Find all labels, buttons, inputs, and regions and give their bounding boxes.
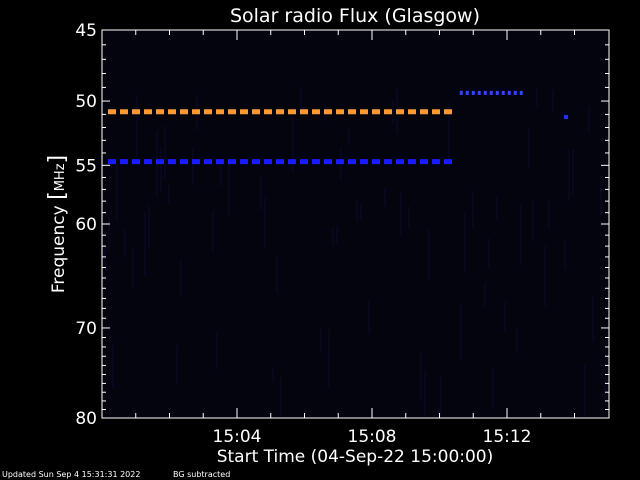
band-dash <box>288 159 296 165</box>
band-dash <box>288 109 296 115</box>
band-dash <box>336 109 344 115</box>
band-dash <box>408 159 416 165</box>
band-dot <box>501 90 505 95</box>
y-axis-label-bracket-close: ] <box>45 155 70 164</box>
plot-background <box>102 30 609 418</box>
band-dash <box>360 109 368 115</box>
y-axis-ticks: 45 50 55 60 70 80 <box>75 21 609 429</box>
band-dash <box>240 109 248 115</box>
band-dash <box>252 159 260 165</box>
band-dash <box>156 159 164 165</box>
x-tick-label: 15:04 <box>213 427 262 447</box>
y-axis-label-main: Frequency <box>49 200 69 293</box>
band-dash <box>180 159 188 165</box>
x-tick-label: 15:08 <box>348 427 397 447</box>
band-dash <box>324 159 332 165</box>
band-dash <box>408 109 416 115</box>
band-dash <box>444 109 452 115</box>
band-dash <box>372 159 380 165</box>
signal-spot <box>564 115 569 120</box>
band-dot <box>459 90 463 95</box>
y-tick-label: 45 <box>75 21 97 41</box>
band-dot <box>519 90 523 95</box>
band-dash <box>420 109 428 115</box>
y-tick-label: 60 <box>75 215 97 235</box>
band-dash <box>312 109 320 115</box>
band-dash <box>168 159 176 165</box>
band-dash <box>360 159 368 165</box>
band-dash <box>120 109 128 115</box>
band-dash <box>312 159 320 165</box>
band-dot <box>471 90 475 95</box>
band-dash <box>348 159 356 165</box>
band-dash <box>384 159 392 165</box>
footer-updated: Updated Sun Sep 4 15:31:31 2022 <box>2 470 141 479</box>
chart-title: Solar radio Flux (Glasgow) <box>230 5 480 27</box>
band-dash <box>348 109 356 115</box>
y-tick-label: 50 <box>75 92 97 112</box>
band-dash <box>444 159 452 165</box>
band-dash <box>144 159 152 165</box>
band-dash <box>264 109 272 115</box>
band-dash <box>336 159 344 165</box>
band-dash <box>168 109 176 115</box>
band-dash <box>432 159 440 165</box>
band-dash <box>120 159 128 165</box>
band-dash <box>384 109 392 115</box>
band-dot <box>507 90 511 95</box>
band-dash <box>300 109 308 115</box>
spectrogram-features <box>108 90 569 165</box>
band-dash <box>252 109 260 115</box>
y-axis-label-unit: MHz <box>53 163 68 191</box>
band-dash <box>276 159 284 165</box>
y-tick-label: 80 <box>75 409 97 429</box>
band-dash <box>228 159 236 165</box>
band-dash <box>396 109 404 115</box>
footer-note: BG subtracted <box>173 470 231 479</box>
band-dash <box>420 159 428 165</box>
band-dash <box>240 159 248 165</box>
band-dash <box>132 159 140 165</box>
band-dot <box>465 90 469 95</box>
band-dash <box>156 109 164 115</box>
band-dash <box>108 159 116 165</box>
band-dot <box>483 90 487 95</box>
band-dot <box>477 90 481 95</box>
band-dash <box>204 159 212 165</box>
band-dash <box>180 109 188 115</box>
band-dash <box>216 109 224 115</box>
band-dash <box>276 109 284 115</box>
x-tick-label: 15:12 <box>483 427 532 447</box>
band-dash <box>432 109 440 115</box>
band-dash <box>192 109 200 115</box>
band-dash <box>300 159 308 165</box>
y-axis-label-bracket-open: [ <box>45 191 70 200</box>
x-axis-label: Start Time (04-Sep-22 15:00:00) <box>217 447 494 467</box>
band-dash <box>216 159 224 165</box>
x-axis-ticks: 15:04 15:08 15:12 <box>135 30 575 447</box>
y-axis-label: Frequency [MHz] <box>45 155 70 293</box>
band-dash <box>264 159 272 165</box>
band-dash <box>108 109 116 115</box>
band-dash <box>396 159 404 165</box>
band-dash <box>192 159 200 165</box>
band-dot <box>495 90 499 95</box>
band-dash <box>132 109 140 115</box>
y-tick-label: 70 <box>75 319 97 339</box>
band-dash <box>324 109 332 115</box>
band-dash <box>204 109 212 115</box>
band-dash <box>228 109 236 115</box>
band-dot <box>513 90 517 95</box>
band-dot <box>489 90 493 95</box>
y-tick-label: 55 <box>75 156 97 176</box>
band-dash <box>144 109 152 115</box>
band-dash <box>372 109 380 115</box>
